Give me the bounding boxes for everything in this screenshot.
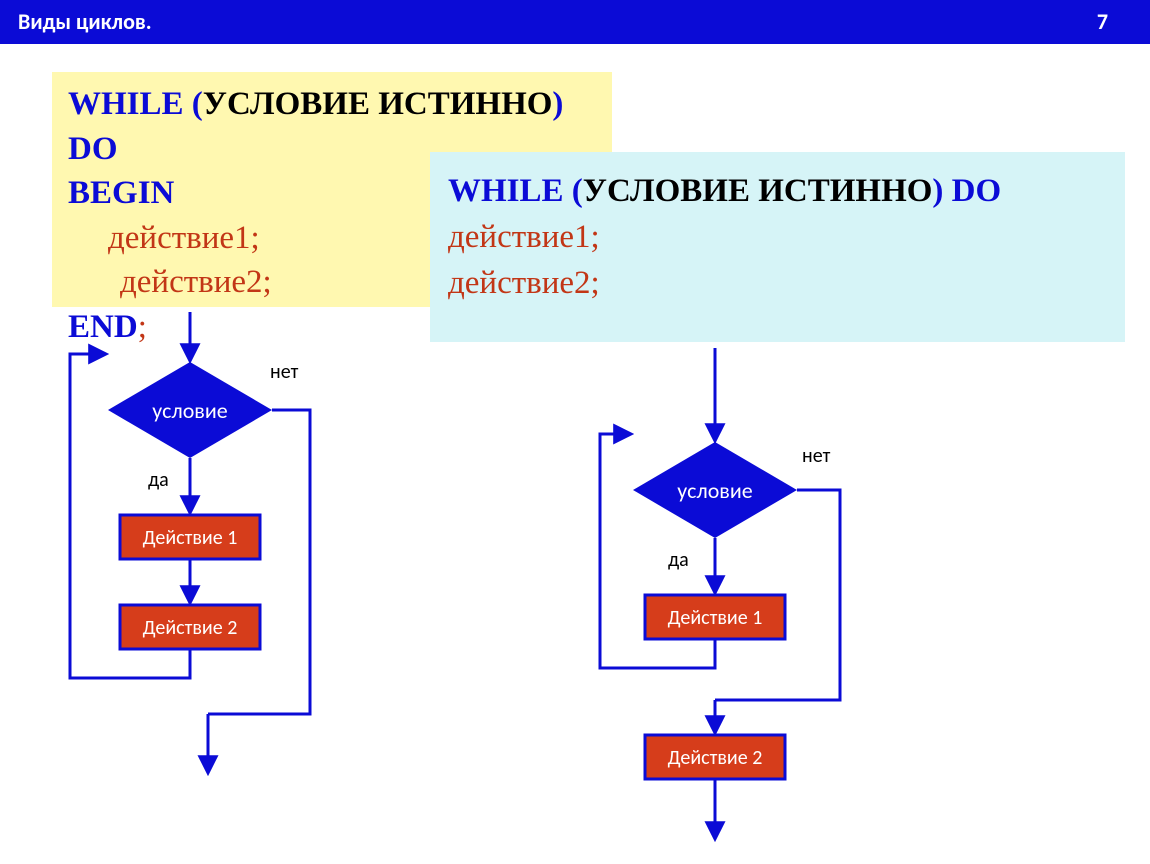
box-action1-label: Действие 1 [668,606,763,630]
label-yes: да [668,548,689,572]
label-no: нет [802,444,831,468]
slide: Виды циклов. 7 WHILE (УСЛОВИЕ ИСТИННО) D… [0,0,1150,864]
diamond-label: условие [677,477,752,504]
slide-page-number: 7 [1097,0,1108,44]
flowchart-right: условие нет да Действие 1 Действие 2 [0,0,1000,864]
box-action2-label: Действие 2 [668,746,763,770]
